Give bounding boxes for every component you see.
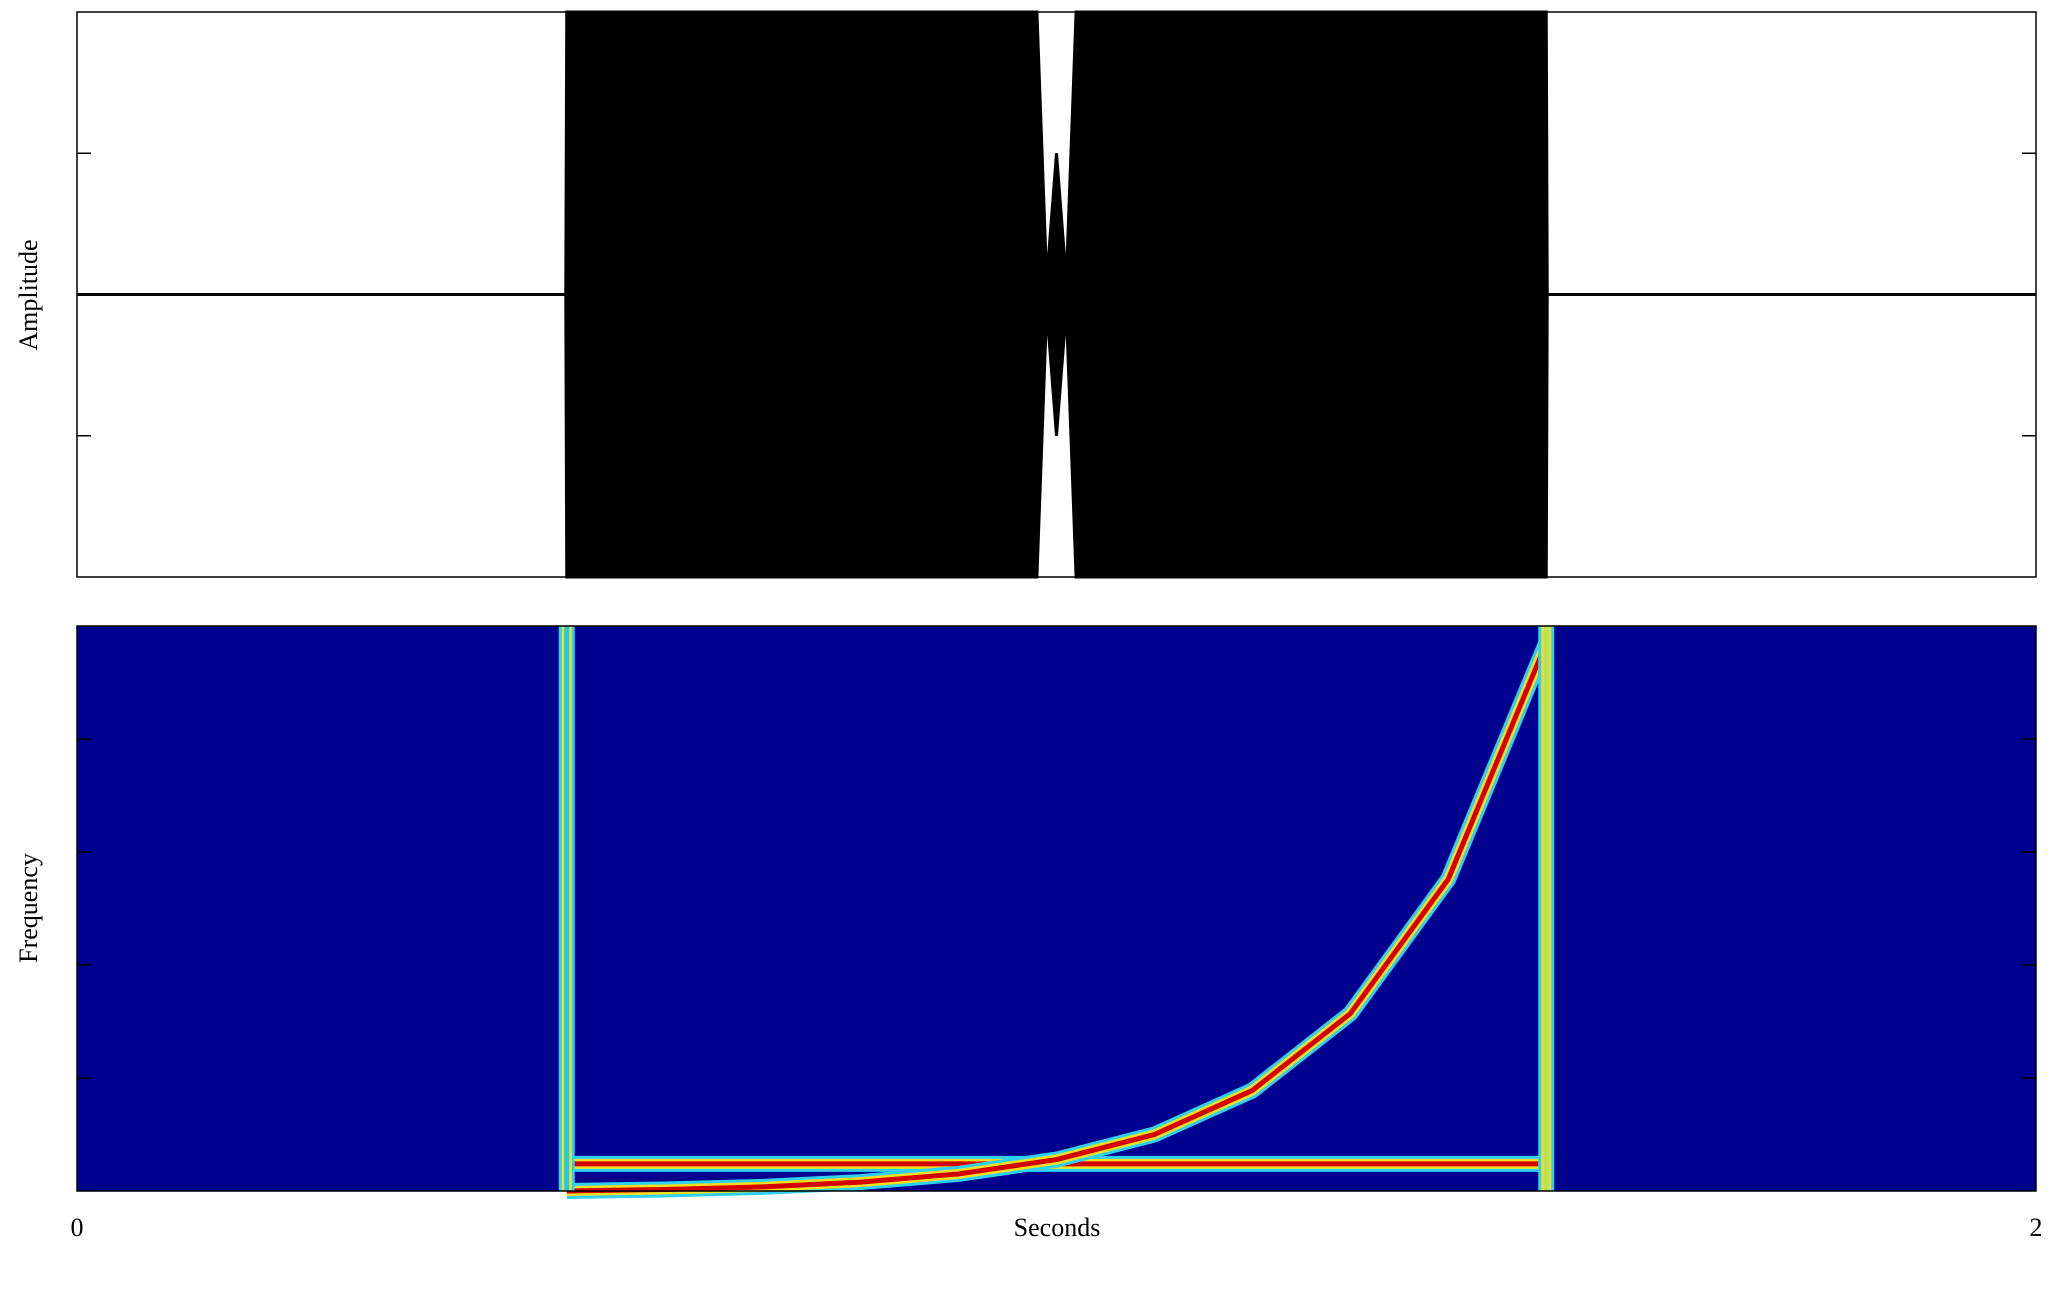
x-tick-label: 2 [2030,1213,2043,1242]
x-tick-label: 0 [71,1213,84,1242]
ridge [566,641,1549,1194]
plot-frame [76,625,2037,1192]
spectrogram-background [77,626,2036,1191]
y-axis-label: Amplitude [14,239,43,350]
x-axis-label: Seconds [1014,1213,1101,1242]
plot-frame [76,11,2037,578]
y-axis-label: Frequency [14,853,43,963]
waveform-area [77,10,2036,579]
